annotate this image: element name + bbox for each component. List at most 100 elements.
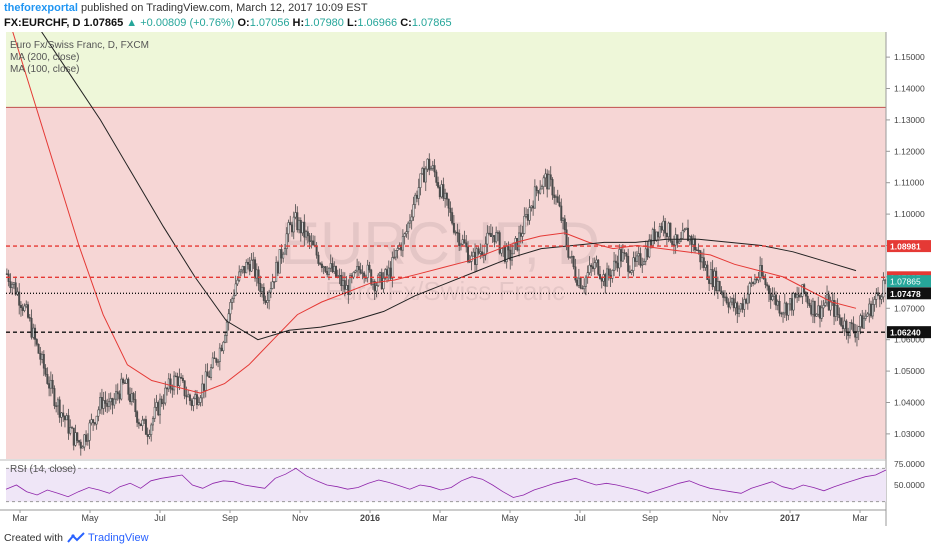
candle-body: [195, 394, 198, 406]
candle-body: [438, 186, 441, 198]
candle-body: [76, 432, 79, 441]
candle-body: [595, 259, 598, 264]
candle-body: [445, 192, 448, 200]
price-tick-label: 1.14000: [894, 84, 925, 94]
candle-body: [252, 259, 255, 261]
price-change: ▲ +0.00809 (+0.76%): [126, 17, 235, 29]
candle-body: [556, 196, 559, 203]
candle-body: [62, 412, 65, 417]
author-link[interactable]: theforexportal: [4, 2, 78, 14]
candle-body: [83, 434, 86, 448]
candle-body: [118, 393, 121, 400]
close-label: C:: [400, 17, 412, 29]
candle-body: [535, 186, 538, 191]
candle-body: [495, 232, 498, 243]
candle-body: [407, 222, 410, 233]
candle-body: [426, 158, 429, 170]
candle-body: [489, 233, 492, 238]
candle-body: [442, 184, 445, 199]
publish-line: theforexportal published on TradingView.…: [4, 2, 368, 14]
candle-body: [503, 247, 506, 263]
candle-body: [188, 394, 191, 401]
candle-body: [259, 282, 262, 292]
candle-body: [16, 291, 19, 295]
candle-body: [604, 274, 607, 287]
candle-body: [683, 229, 686, 232]
tradingview-logo-icon[interactable]: [66, 531, 86, 545]
time-tick-label: Mar: [432, 513, 448, 523]
candle-body: [783, 302, 786, 314]
candle-body: [493, 235, 496, 243]
candle-body: [841, 325, 844, 330]
candle-body: [547, 174, 550, 190]
candle-body: [526, 214, 529, 221]
price-tick-label: 1.05000: [894, 366, 925, 376]
candle-body: [428, 158, 431, 171]
candle-body: [401, 236, 404, 251]
candle-body: [787, 303, 790, 316]
candle-body: [361, 272, 364, 274]
candle-body: [79, 441, 82, 449]
candle-body: [704, 264, 707, 268]
candle-body: [834, 305, 837, 317]
candle-body: [150, 424, 153, 435]
candle-body: [713, 270, 716, 288]
candle-body: [282, 253, 285, 259]
candle-body: [461, 239, 464, 245]
candle-body: [312, 240, 315, 246]
candle-body: [23, 305, 26, 311]
candle-body: [74, 432, 77, 446]
candle-body: [479, 251, 482, 254]
candle-body: [692, 238, 695, 245]
ma200-legend[interactable]: MA (200, close): [10, 52, 80, 63]
candle-body: [134, 399, 137, 413]
candle-body: [180, 376, 183, 379]
candle-body: [250, 259, 253, 272]
candle-body: [247, 262, 250, 265]
candle-body: [238, 271, 241, 281]
candle-body: [384, 269, 387, 279]
candle-body: [546, 173, 549, 190]
candle-body: [681, 230, 684, 239]
price-tick-label: 1.15000: [894, 52, 925, 62]
candle-body: [574, 266, 577, 281]
candle-body: [28, 317, 31, 319]
candle-body: [56, 399, 59, 407]
ma100-legend[interactable]: MA (100, close): [10, 64, 80, 75]
candle-body: [243, 266, 246, 274]
candle-body: [560, 205, 563, 221]
level-label: 1.08981: [890, 242, 921, 252]
candle-body: [143, 419, 146, 421]
candle-body: [750, 282, 753, 284]
candle-body: [695, 249, 698, 251]
candle-body: [804, 292, 807, 297]
rsi-legend[interactable]: RSI (14, close): [10, 464, 77, 475]
candle-body: [562, 218, 565, 221]
candle-body: [818, 305, 821, 319]
candle-body: [373, 281, 376, 292]
candle-body: [254, 259, 257, 279]
candle-body: [391, 257, 394, 279]
candle-body: [827, 294, 830, 311]
candle-body: [167, 378, 170, 390]
candle-body: [412, 204, 415, 218]
tradingview-brand[interactable]: TradingView: [88, 532, 149, 544]
candle-body: [456, 231, 459, 234]
candle-body: [269, 288, 272, 293]
candle-body: [380, 272, 383, 290]
candle-body: [301, 221, 304, 234]
candle-body: [166, 387, 169, 390]
candle-body: [296, 212, 299, 231]
candle-body: [21, 307, 24, 311]
candle-body: [519, 232, 522, 237]
candle-body: [597, 259, 600, 275]
candle-body: [236, 279, 239, 285]
price-tick-label: 1.11000: [894, 178, 924, 188]
candle-body: [107, 401, 110, 407]
candle-body: [644, 248, 647, 262]
candle-body: [164, 387, 167, 404]
candle-body: [276, 262, 279, 274]
candle-body: [37, 343, 40, 354]
candle-body: [354, 270, 357, 273]
